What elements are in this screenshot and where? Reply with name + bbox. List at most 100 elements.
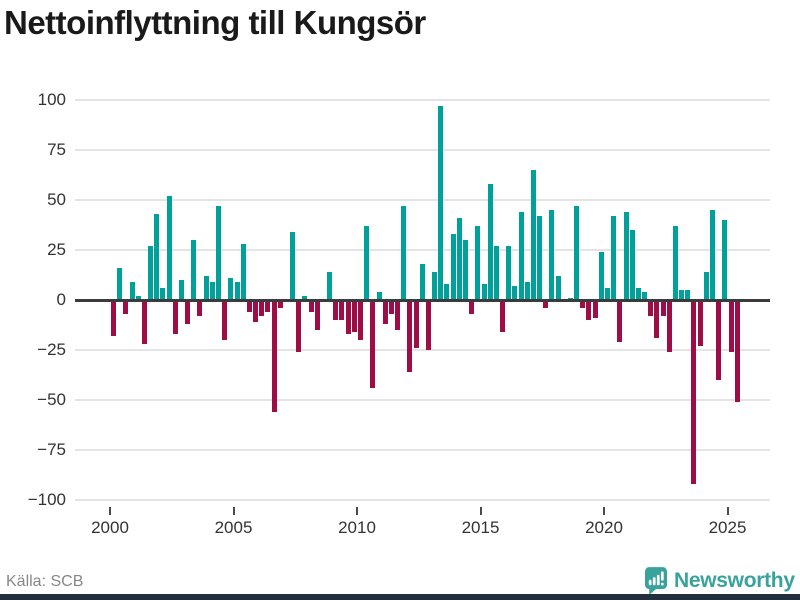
bar-2002-Q3 [173,300,178,334]
bar-2005-Q2 [241,244,246,300]
bar-2021-Q1 [630,230,635,300]
x-axis-tick-2010 [356,507,358,515]
bar-2001-Q1 [136,296,141,300]
bar-2010-Q4 [377,292,382,300]
bar-2020-Q4 [624,212,629,300]
bar-2025-Q1 [729,300,734,352]
bar-2012-Q4 [426,300,431,350]
bar-2006-Q4 [278,300,283,308]
bar-2009-Q4 [352,300,357,332]
x-axis-tick-2020 [603,507,605,515]
bar-2024-Q2 [710,210,715,300]
x-axis-tick-2015 [479,507,482,515]
bar-2006-Q2 [265,300,270,312]
bar-2024-Q4 [722,220,727,300]
bar-2015-Q3 [494,246,499,300]
bar-2025-Q2 [735,300,740,402]
gridline-y--75 [75,449,770,451]
bar-2018-Q1 [556,276,561,300]
bar-2019-Q1 [580,300,585,308]
bar-2020-Q1 [605,288,610,300]
bar-2007-Q3 [296,300,301,352]
bar-2012-Q2 [414,300,419,348]
bar-2015-Q2 [488,184,493,300]
gridline-y-25 [75,249,770,251]
x-axis-tick-label: 2025 [708,518,747,537]
bar-2023-Q2 [685,290,690,300]
x-axis-tick-label: 2015 [461,518,500,537]
bar-2021-Q3 [642,292,647,300]
y-axis-tick-label: −50 [37,390,66,409]
y-axis-tick-label: 100 [37,90,66,109]
gridline-y--50 [75,399,770,401]
bar-2004-Q1 [210,282,215,300]
y-axis-tick-label: −100 [27,490,66,509]
bar-2019-Q4 [599,252,604,300]
bar-2000-Q2 [117,268,122,300]
newsworthy-logo-icon [645,566,667,596]
bar-2001-Q4 [154,214,159,300]
bar-2015-Q4 [500,300,505,332]
bar-2023-Q4 [698,300,703,346]
page-title: Nettoinflyttning till Kungsör [4,4,426,41]
bar-2003-Q1 [185,300,190,324]
bar-2019-Q2 [586,300,591,320]
x-axis-tick-label: 2000 [91,518,129,537]
bar-2011-Q1 [383,300,388,324]
x-axis-tick-2005 [232,507,235,515]
bar-2010-Q2 [364,226,369,300]
bar-2010-Q3 [370,300,375,388]
y-axis-tick-label: 0 [56,290,66,309]
bar-2017-Q4 [549,210,554,300]
bar-2002-Q4 [179,280,184,300]
bar-2016-Q3 [519,212,524,300]
bar-2007-Q4 [302,296,307,300]
bar-2011-Q4 [401,206,406,300]
bar-2000-Q3 [123,300,128,314]
net-migration-bar-chart: 100 75 50 25 0 −25 −50 −75 −100 2000 2005 2010 2015 2… [27,90,770,537]
bar-2019-Q3 [593,300,598,318]
bar-2005-Q4 [253,300,258,322]
bar-2009-Q1 [333,300,338,320]
bar-2005-Q3 [247,300,252,312]
bar-2011-Q3 [395,300,400,330]
bar-2022-Q1 [654,300,659,338]
x-axis-tick-2000 [109,507,111,515]
bar-2003-Q2 [191,240,196,300]
bar-2017-Q1 [531,170,536,300]
bar-2015-Q1 [482,284,487,300]
bar-2013-Q3 [444,284,449,300]
zero-axis-line [75,299,770,302]
bar-2014-Q2 [463,240,468,300]
bar-2020-Q3 [617,300,622,342]
x-axis-tick-label: 2010 [338,518,376,537]
bar-2021-Q2 [636,288,641,300]
bar-2000-Q1 [111,300,116,336]
x-axis-tick-label: 2020 [585,518,623,537]
bar-2013-Q2 [438,106,443,300]
bar-2014-Q3 [469,300,474,314]
bar-2002-Q1 [160,288,165,300]
bottom-accent-bar [0,594,800,600]
bar-2020-Q2 [611,216,616,300]
bar-2022-Q4 [673,226,678,300]
x-axis-tick-label: 2005 [214,518,253,537]
gridline-y-100 [75,99,770,101]
bar-2001-Q3 [148,246,153,300]
bar-2014-Q1 [457,218,462,300]
y-axis-tick-label: −25 [37,340,66,359]
bar-2004-Q3 [222,300,227,340]
gridline-y-50 [75,199,770,201]
bar-2016-Q2 [512,286,517,300]
bar-2004-Q2 [216,206,221,300]
bar-2009-Q3 [346,300,351,334]
y-axis-tick-label: 75 [47,140,66,159]
gridline-y--25 [75,349,770,351]
bar-2003-Q4 [204,276,209,300]
bar-2004-Q4 [228,278,233,300]
source-label: Källa: SCB [6,573,84,590]
bar-2017-Q2 [537,216,542,300]
newsworthy-logo[interactable]: Newsworthy [645,566,795,596]
bar-2009-Q2 [339,300,344,320]
bar-2006-Q1 [259,300,264,316]
